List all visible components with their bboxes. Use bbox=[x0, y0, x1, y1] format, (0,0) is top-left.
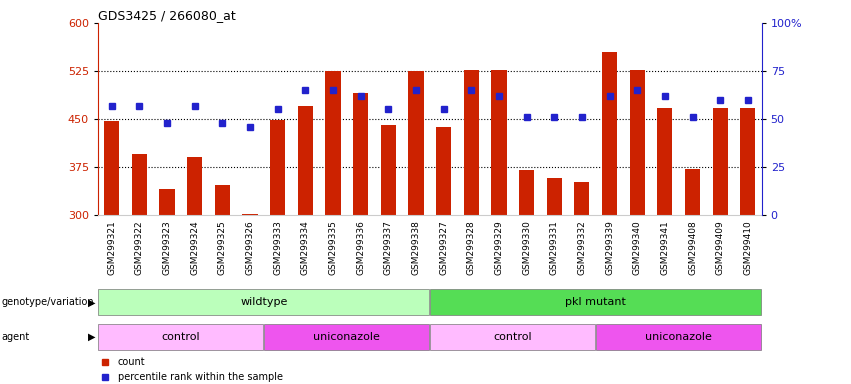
Bar bbox=[597, 324, 761, 350]
Bar bbox=[99, 290, 429, 315]
Bar bbox=[265, 324, 429, 350]
Text: GSM299337: GSM299337 bbox=[384, 220, 393, 275]
Text: GSM299326: GSM299326 bbox=[245, 220, 254, 275]
Text: GSM299333: GSM299333 bbox=[273, 220, 283, 275]
Bar bbox=[630, 70, 645, 215]
Text: GSM299322: GSM299322 bbox=[134, 220, 144, 275]
Bar bbox=[187, 157, 203, 215]
Text: ▶: ▶ bbox=[88, 297, 95, 308]
Text: GSM299409: GSM299409 bbox=[716, 220, 725, 275]
Bar bbox=[159, 189, 174, 215]
Bar bbox=[519, 170, 534, 215]
Bar bbox=[657, 108, 672, 215]
Text: wildtype: wildtype bbox=[240, 297, 288, 308]
Text: percentile rank within the sample: percentile rank within the sample bbox=[117, 372, 283, 382]
Text: control: control bbox=[494, 332, 532, 342]
Text: GSM299339: GSM299339 bbox=[605, 220, 614, 275]
Text: GSM299328: GSM299328 bbox=[466, 220, 476, 275]
Bar bbox=[325, 71, 340, 215]
Text: GDS3425 / 266080_at: GDS3425 / 266080_at bbox=[98, 9, 236, 22]
Bar bbox=[574, 182, 590, 215]
Text: uniconazole: uniconazole bbox=[645, 332, 712, 342]
Bar bbox=[712, 108, 728, 215]
Text: GSM299410: GSM299410 bbox=[743, 220, 752, 275]
Bar bbox=[431, 324, 595, 350]
Text: GSM299321: GSM299321 bbox=[107, 220, 117, 275]
Bar bbox=[353, 93, 368, 215]
Text: GSM299334: GSM299334 bbox=[300, 220, 310, 275]
Bar bbox=[436, 127, 451, 215]
Text: ▶: ▶ bbox=[88, 332, 95, 342]
Text: uniconazole: uniconazole bbox=[313, 332, 380, 342]
Text: GSM299341: GSM299341 bbox=[660, 220, 670, 275]
Text: GSM299340: GSM299340 bbox=[632, 220, 642, 275]
Bar bbox=[298, 106, 313, 215]
Bar bbox=[214, 185, 230, 215]
Text: GSM299329: GSM299329 bbox=[494, 220, 504, 275]
Text: count: count bbox=[117, 357, 146, 367]
Text: agent: agent bbox=[2, 332, 30, 342]
Bar bbox=[491, 70, 506, 215]
Bar bbox=[685, 169, 700, 215]
Text: GSM299324: GSM299324 bbox=[190, 220, 199, 275]
Bar bbox=[99, 324, 263, 350]
Bar bbox=[104, 121, 119, 215]
Text: GSM299331: GSM299331 bbox=[550, 220, 559, 275]
Bar bbox=[546, 178, 562, 215]
Bar bbox=[270, 120, 285, 215]
Text: control: control bbox=[162, 332, 200, 342]
Bar bbox=[740, 108, 756, 215]
Bar bbox=[408, 71, 424, 215]
Bar bbox=[380, 126, 396, 215]
Text: GSM299330: GSM299330 bbox=[522, 220, 531, 275]
Bar bbox=[602, 52, 617, 215]
Text: GSM299335: GSM299335 bbox=[328, 220, 338, 275]
Text: genotype/variation: genotype/variation bbox=[2, 297, 94, 308]
Text: GSM299408: GSM299408 bbox=[688, 220, 697, 275]
Bar bbox=[464, 70, 479, 215]
Bar bbox=[132, 154, 147, 215]
Text: GSM299338: GSM299338 bbox=[411, 220, 420, 275]
Text: GSM299336: GSM299336 bbox=[356, 220, 365, 275]
Text: GSM299323: GSM299323 bbox=[163, 220, 172, 275]
Text: GSM299327: GSM299327 bbox=[439, 220, 448, 275]
Text: GSM299325: GSM299325 bbox=[218, 220, 227, 275]
Text: pkl mutant: pkl mutant bbox=[565, 297, 626, 308]
Bar bbox=[243, 214, 258, 215]
Text: GSM299332: GSM299332 bbox=[577, 220, 586, 275]
Bar bbox=[431, 290, 761, 315]
